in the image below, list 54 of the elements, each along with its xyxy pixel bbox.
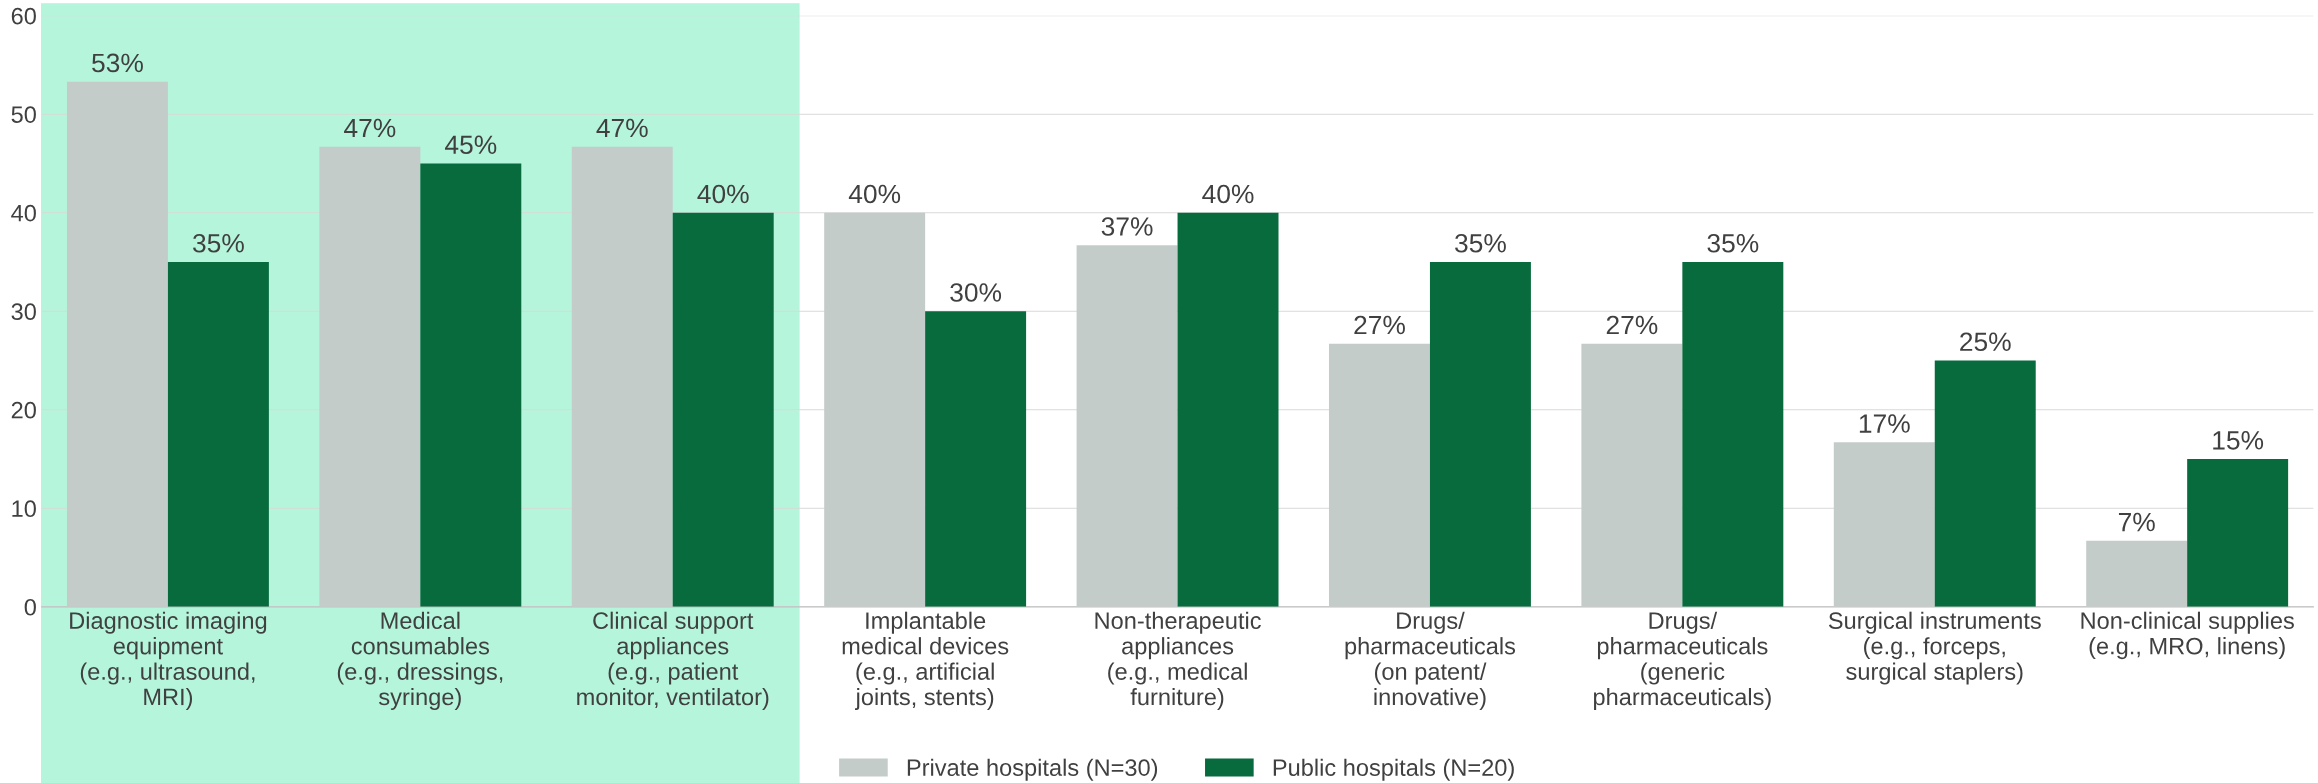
data-label: 25% xyxy=(1960,332,2011,352)
data-label: 45% xyxy=(445,135,497,155)
bar xyxy=(824,212,926,607)
legend-label: Private hospitals (N=30) xyxy=(907,758,1158,781)
bar xyxy=(2187,459,2289,607)
bar xyxy=(66,81,168,607)
bar xyxy=(2086,540,2188,607)
y-tick-label: 20 xyxy=(11,401,36,419)
bar xyxy=(1682,261,1784,607)
bar xyxy=(167,261,269,607)
x-tick-label: Non-clinical supplies (e.g., MRO, linens) xyxy=(2081,611,2294,660)
data-label: 15% xyxy=(2213,431,2264,450)
x-tick-label: Non-therapeutic appliances (e.g., medical furniture) xyxy=(1095,611,1261,710)
y-tick-label: 40 xyxy=(11,204,36,222)
data-label: 53% xyxy=(92,53,143,73)
data-label: 27% xyxy=(1354,315,1405,335)
x-tick-label: Clinical support appliances (e.g., patient monitor, ventilator) xyxy=(577,611,769,710)
bar xyxy=(420,163,522,607)
x-tick-label: Medical consumables (e.g., dressings, syringe) xyxy=(337,611,503,710)
data-label: 7% xyxy=(2118,512,2155,532)
data-label: 40% xyxy=(697,184,749,204)
x-tick-label: Drugs/ pharmaceuticals (generic pharmaceuticals) xyxy=(1593,611,1771,710)
y-tick-label: 50 xyxy=(11,106,36,123)
bar xyxy=(1177,212,1279,607)
x-tick-label: Drugs/ pharmaceuticals (on patent/ innovative) xyxy=(1345,611,1516,710)
y-tick-label: 0 xyxy=(24,598,36,616)
x-tick-label: Implantable medical devices (e.g., artificial joints, stents) xyxy=(842,611,1009,710)
data-label: 37% xyxy=(1101,217,1153,236)
bar xyxy=(1833,442,1935,607)
data-label: 27% xyxy=(1606,315,1658,335)
bar xyxy=(1429,261,1531,607)
data-label: 35% xyxy=(193,233,244,253)
x-tick-label: Diagnostic imaging equipment (e.g., ultrasound, MRI) xyxy=(70,611,267,710)
data-label: 40% xyxy=(848,184,901,204)
y-tick-label: 30 xyxy=(11,303,36,321)
data-label: 47% xyxy=(596,118,648,138)
bar xyxy=(1076,245,1178,607)
bar xyxy=(1581,343,1683,607)
bar xyxy=(1934,360,2036,607)
data-label: 47% xyxy=(344,118,396,138)
bar xyxy=(1328,343,1430,607)
y-tick-label: 60 xyxy=(11,7,36,25)
y-tick-label: 10 xyxy=(12,500,36,518)
legend-label: Public hospitals (N=20) xyxy=(1273,758,1514,781)
data-label: 30% xyxy=(950,283,1002,302)
x-tick-label: Surgical instruments (e.g., forceps, surgical staplers) xyxy=(1828,611,2041,685)
bar xyxy=(571,146,673,607)
data-label: 35% xyxy=(1455,233,1506,253)
data-label: 40% xyxy=(1202,184,1254,204)
data-label: 17% xyxy=(1859,414,1910,433)
data-label: 35% xyxy=(1707,233,1759,253)
bar xyxy=(672,212,774,607)
bar xyxy=(925,311,1027,607)
bar xyxy=(319,146,421,607)
